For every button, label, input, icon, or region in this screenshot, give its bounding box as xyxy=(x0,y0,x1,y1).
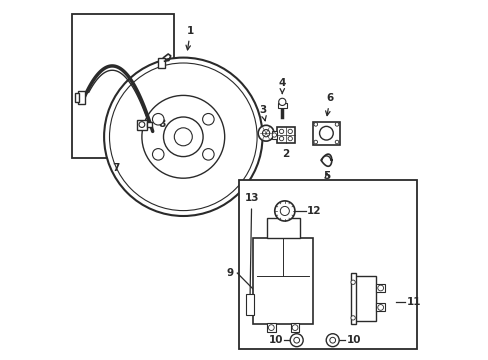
Circle shape xyxy=(278,98,285,105)
Circle shape xyxy=(287,136,292,141)
Bar xyxy=(376,303,385,311)
Circle shape xyxy=(313,140,317,144)
Text: 3: 3 xyxy=(258,105,265,121)
Bar xyxy=(266,323,275,332)
Text: 2: 2 xyxy=(282,149,289,159)
Circle shape xyxy=(350,316,355,320)
Circle shape xyxy=(280,206,289,216)
Circle shape xyxy=(335,123,338,126)
Circle shape xyxy=(293,337,299,343)
Circle shape xyxy=(262,130,269,137)
Bar xyxy=(354,276,376,321)
Circle shape xyxy=(139,122,144,127)
Circle shape xyxy=(142,95,224,178)
Circle shape xyxy=(152,113,163,125)
Circle shape xyxy=(258,125,273,141)
Bar xyxy=(146,122,152,127)
Circle shape xyxy=(274,201,294,221)
Text: 10: 10 xyxy=(346,335,360,345)
Text: 7: 7 xyxy=(112,163,119,174)
Circle shape xyxy=(377,305,383,310)
Circle shape xyxy=(335,140,338,144)
Text: 6: 6 xyxy=(325,93,333,116)
Bar xyxy=(290,323,299,332)
Bar xyxy=(350,273,355,324)
Circle shape xyxy=(272,133,276,137)
Circle shape xyxy=(202,113,214,125)
Bar xyxy=(246,294,254,315)
Bar xyxy=(136,120,147,130)
Circle shape xyxy=(350,280,355,284)
Text: 4: 4 xyxy=(278,78,285,94)
Bar xyxy=(277,103,286,108)
Bar xyxy=(376,284,385,292)
Circle shape xyxy=(268,325,274,330)
Circle shape xyxy=(279,136,283,141)
Circle shape xyxy=(104,58,262,216)
Bar xyxy=(72,14,174,158)
Text: 1: 1 xyxy=(185,26,194,50)
Bar xyxy=(312,122,339,145)
Circle shape xyxy=(329,337,335,343)
Circle shape xyxy=(325,334,339,347)
Circle shape xyxy=(289,334,303,347)
Bar xyxy=(253,238,312,324)
Bar xyxy=(276,127,294,143)
Circle shape xyxy=(202,149,214,160)
Ellipse shape xyxy=(319,126,332,140)
Text: 9: 9 xyxy=(226,268,233,278)
Text: 11: 11 xyxy=(406,297,420,307)
Circle shape xyxy=(313,123,317,126)
Bar xyxy=(78,91,85,104)
Text: 12: 12 xyxy=(306,206,321,216)
Circle shape xyxy=(279,129,283,134)
Circle shape xyxy=(292,325,297,330)
Text: 10: 10 xyxy=(268,335,283,345)
Bar xyxy=(239,180,416,349)
Text: 8: 8 xyxy=(159,119,166,129)
Bar xyxy=(158,58,165,68)
Circle shape xyxy=(174,128,192,146)
Circle shape xyxy=(377,285,383,291)
Bar xyxy=(75,93,79,102)
Circle shape xyxy=(287,129,292,134)
Circle shape xyxy=(152,149,163,160)
Bar xyxy=(272,131,276,139)
Text: 5: 5 xyxy=(323,171,330,181)
Bar xyxy=(266,218,299,238)
Text: 13: 13 xyxy=(244,193,259,302)
Circle shape xyxy=(163,117,203,157)
